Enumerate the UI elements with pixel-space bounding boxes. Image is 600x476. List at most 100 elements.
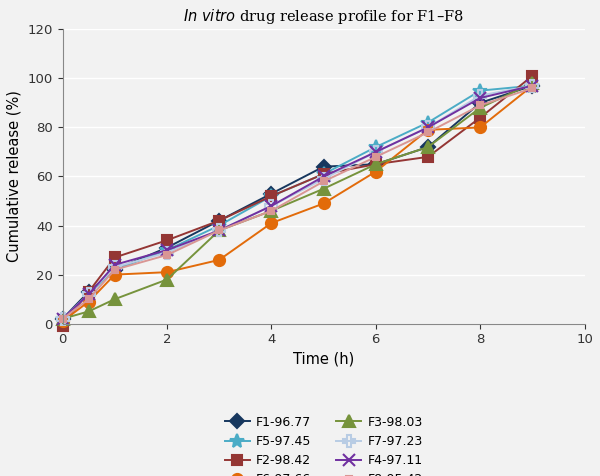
F4-97.11	[215, 228, 223, 233]
F1-96.77	[424, 144, 431, 150]
F2-98.42	[372, 161, 379, 167]
F5-97.45	[85, 291, 92, 297]
F4-97.11	[529, 83, 536, 89]
F8-95.42	[529, 85, 536, 91]
F1-96.77	[111, 267, 118, 273]
F8-95.42	[268, 208, 275, 214]
F2-98.42	[111, 255, 118, 260]
F2-98.42	[476, 115, 484, 120]
F1-96.77	[268, 191, 275, 197]
Y-axis label: Cumulative release (%): Cumulative release (%)	[7, 90, 22, 262]
F7-97.23	[268, 203, 275, 209]
Line: F7-97.23: F7-97.23	[57, 80, 538, 324]
F3-98.03	[320, 186, 327, 192]
F6-97.66	[85, 299, 92, 305]
F7-97.23	[320, 176, 327, 182]
F8-95.42	[111, 267, 118, 273]
F6-97.66	[476, 125, 484, 130]
F2-98.42	[268, 193, 275, 199]
F1-96.77	[215, 218, 223, 224]
F8-95.42	[163, 252, 170, 258]
F7-97.23	[59, 316, 66, 322]
F3-98.03	[85, 308, 92, 314]
Line: F3-98.03: F3-98.03	[57, 78, 538, 324]
F5-97.45	[529, 83, 536, 89]
F5-97.45	[59, 316, 66, 322]
F2-98.42	[529, 73, 536, 79]
F7-97.23	[424, 125, 431, 130]
F4-97.11	[59, 316, 66, 322]
F6-97.66	[163, 269, 170, 275]
F2-98.42	[424, 154, 431, 160]
F5-97.45	[111, 267, 118, 273]
F7-97.23	[163, 250, 170, 256]
F7-97.23	[85, 291, 92, 297]
F1-96.77	[372, 161, 379, 167]
F7-97.23	[215, 228, 223, 233]
F5-97.45	[215, 223, 223, 228]
F5-97.45	[424, 119, 431, 125]
F6-97.66	[268, 220, 275, 226]
F4-97.11	[111, 262, 118, 268]
F8-95.42	[320, 178, 327, 184]
F1-96.77	[476, 100, 484, 106]
F6-97.66	[111, 272, 118, 278]
F6-97.66	[320, 200, 327, 206]
F1-96.77	[163, 245, 170, 250]
F1-96.77	[320, 164, 327, 169]
F8-95.42	[372, 154, 379, 160]
F7-97.23	[372, 149, 379, 155]
F3-98.03	[529, 80, 536, 86]
F1-96.77	[85, 289, 92, 295]
F6-97.66	[59, 318, 66, 324]
F2-98.42	[215, 218, 223, 224]
F5-97.45	[320, 171, 327, 177]
F2-98.42	[59, 323, 66, 329]
F1-96.77	[59, 316, 66, 322]
Legend: F1-96.77, F5-97.45, F2-98.42, F6-97.66, F3-98.03, F7-97.23, F4-97.11, F8-95.42: F1-96.77, F5-97.45, F2-98.42, F6-97.66, …	[218, 409, 429, 476]
F8-95.42	[424, 129, 431, 135]
F6-97.66	[372, 169, 379, 174]
F1-96.77	[529, 83, 536, 89]
F3-98.03	[59, 316, 66, 322]
F8-95.42	[85, 296, 92, 302]
F2-98.42	[163, 238, 170, 243]
F2-98.42	[320, 171, 327, 177]
F3-98.03	[268, 208, 275, 214]
Line: F5-97.45: F5-97.45	[56, 79, 539, 326]
F4-97.11	[85, 291, 92, 297]
F7-97.23	[111, 264, 118, 270]
X-axis label: Time (h): Time (h)	[293, 352, 354, 367]
F5-97.45	[372, 144, 379, 150]
F7-97.23	[476, 93, 484, 99]
F4-97.11	[268, 203, 275, 209]
F5-97.45	[268, 193, 275, 199]
F6-97.66	[215, 257, 223, 263]
F6-97.66	[529, 83, 536, 89]
Line: F2-98.42: F2-98.42	[58, 71, 537, 331]
F2-98.42	[85, 289, 92, 295]
F3-98.03	[111, 296, 118, 302]
F3-98.03	[215, 228, 223, 233]
F4-97.11	[320, 174, 327, 179]
F8-95.42	[59, 316, 66, 322]
F4-97.11	[372, 149, 379, 155]
F5-97.45	[163, 247, 170, 253]
F3-98.03	[476, 105, 484, 110]
Line: F6-97.66: F6-97.66	[57, 80, 538, 327]
F8-95.42	[476, 102, 484, 108]
F5-97.45	[476, 88, 484, 93]
F3-98.03	[163, 277, 170, 282]
F4-97.11	[476, 95, 484, 101]
Line: F1-96.77: F1-96.77	[58, 81, 537, 324]
F6-97.66	[424, 127, 431, 133]
Line: F4-97.11: F4-97.11	[57, 80, 538, 324]
Line: F8-95.42: F8-95.42	[59, 85, 536, 322]
F4-97.11	[163, 247, 170, 253]
F8-95.42	[215, 228, 223, 233]
F3-98.03	[424, 144, 431, 150]
F4-97.11	[424, 125, 431, 130]
Title: $\it{In\ vitro}$ drug release profile for F1–F8: $\it{In\ vitro}$ drug release profile fo…	[183, 7, 464, 26]
F3-98.03	[372, 161, 379, 167]
F7-97.23	[529, 83, 536, 89]
